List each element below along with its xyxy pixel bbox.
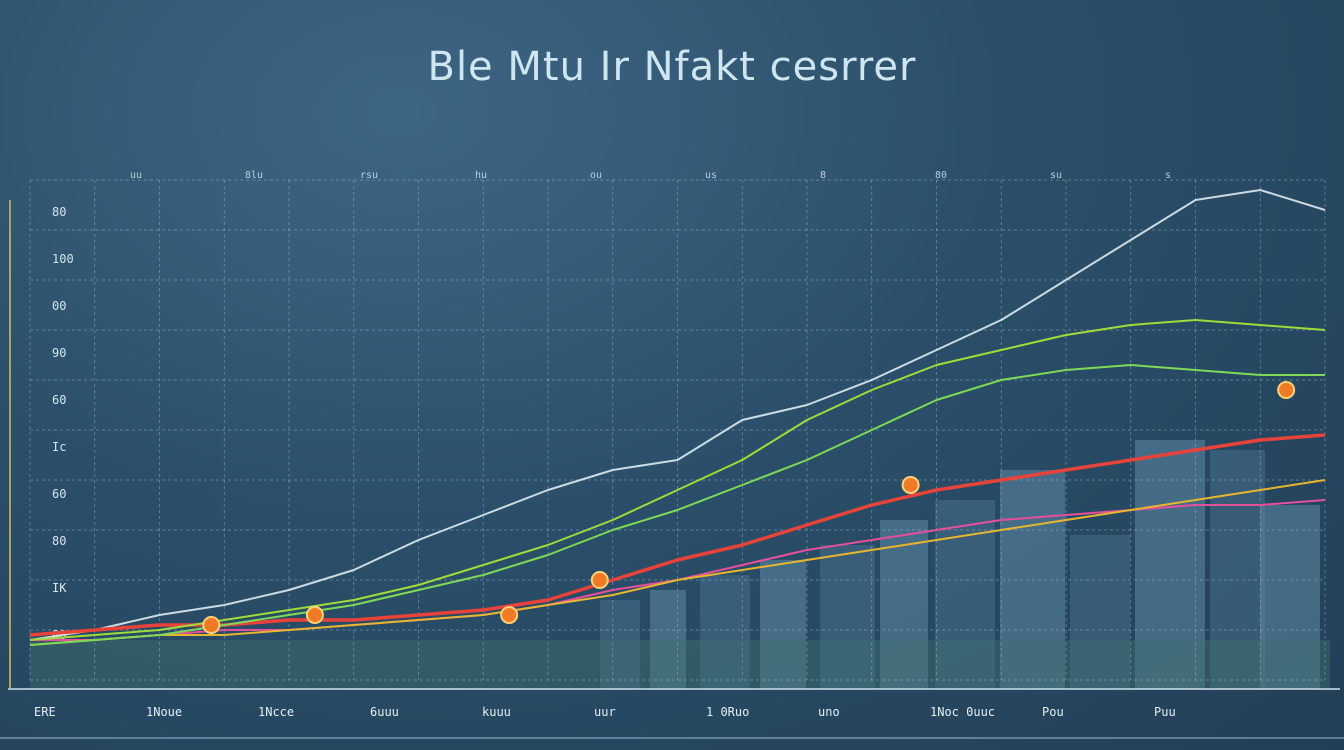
- page-title: Ble Mtu Ir Nfakt cesrrer: [427, 44, 917, 90]
- series-layer: [29, 189, 1326, 646]
- top-tick-label: su: [1050, 170, 1062, 181]
- data-marker: [202, 616, 221, 634]
- data-marker: [901, 476, 920, 494]
- y-tick-label: 80: [52, 205, 66, 219]
- building: [1000, 470, 1065, 689]
- building: [600, 600, 640, 689]
- top-tick-label: s: [1165, 170, 1171, 181]
- building: [700, 575, 750, 689]
- top-tick-label: hu: [475, 170, 487, 181]
- ground-band: [30, 640, 1330, 689]
- yellow-trend-line: [29, 479, 1326, 646]
- x-tick-label: kuuu: [482, 705, 511, 719]
- x-tick-label: uur: [594, 705, 616, 719]
- red-trend-line: [29, 433, 1326, 637]
- city-skyline: [30, 440, 1330, 689]
- top-tick-label: 80: [935, 170, 947, 181]
- top-tick-label: 8: [820, 170, 826, 181]
- x-tick-label: Puu: [1154, 705, 1176, 719]
- y-tick-label: 90: [52, 346, 66, 360]
- x-tick-label: Pou: [1042, 705, 1064, 719]
- top-tick-label: rsu: [360, 170, 378, 181]
- building: [820, 545, 875, 689]
- building: [650, 590, 686, 689]
- building: [1135, 440, 1205, 689]
- x-tick-label: 1Noue: [146, 705, 182, 719]
- y-tick-label: 60: [52, 393, 66, 407]
- building: [1070, 535, 1130, 689]
- lime-trend-line: [29, 364, 1325, 646]
- top-tick-label: 8lu: [245, 170, 263, 181]
- green-trend-line: [29, 319, 1326, 641]
- y-tick-label: 60: [52, 487, 66, 501]
- x-tick-label: 1Ncce: [258, 705, 294, 719]
- top-axis: uu 8lu rsu hu ou us 8 80 su s: [130, 170, 1171, 181]
- building: [1260, 505, 1320, 689]
- y-tick-label: 80: [52, 534, 66, 548]
- x-tick-label: uno: [818, 705, 840, 719]
- top-tick-label: ou: [590, 170, 602, 181]
- data-marker: [1277, 381, 1296, 399]
- top-tick-label: uu: [130, 170, 142, 181]
- data-marker: [305, 606, 324, 624]
- building: [760, 560, 806, 689]
- top-tick-label: us: [705, 170, 717, 181]
- x-axis: ERE 1Noue 1Ncce 6uuu kuuu uur 1 0Ruo uno 1Noc 0u…: [34, 705, 1176, 719]
- y-tick-label: 100: [52, 252, 74, 266]
- y-tick-label: Ic: [52, 440, 66, 454]
- data-marker: [500, 606, 519, 624]
- x-tick-label: 1 0Ruo: [706, 705, 749, 719]
- x-tick-label: 1Noc 0uuc: [930, 705, 995, 719]
- data-marker: [590, 571, 609, 589]
- chart-grid: [29, 179, 1326, 681]
- y-tick-label: 00: [52, 299, 66, 313]
- price-wave-line: [29, 189, 1326, 641]
- marker-layer: [202, 381, 1296, 634]
- x-tick-label: 6uuu: [370, 705, 399, 719]
- y-tick-label: IK: [52, 581, 67, 595]
- x-tick-label: ERE: [34, 705, 56, 719]
